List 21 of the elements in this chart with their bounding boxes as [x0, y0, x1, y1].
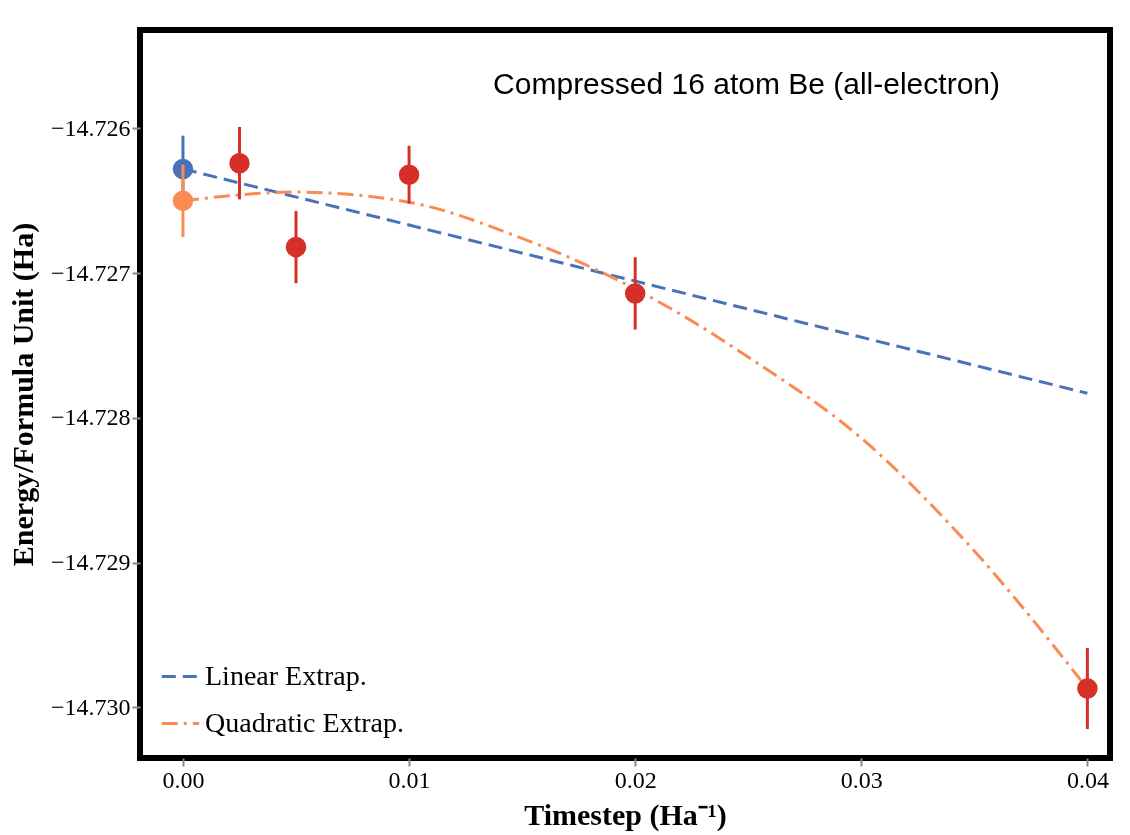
y-tick-label: −14.729 [50, 549, 131, 576]
x-axis-title: Timestep (Ha⁻¹) [524, 797, 727, 832]
x-tick-label: 0.01 [388, 766, 431, 793]
x-tick-label: 0.02 [614, 766, 657, 793]
y-tick-label: −14.727 [50, 259, 131, 286]
legend-label: Linear Extrap. [205, 659, 367, 691]
point [624, 283, 646, 304]
y-tick-label: −14.728 [50, 404, 131, 431]
annotation: Compressed 16 atom Be (all-electron) [493, 67, 1000, 100]
y-tick-label: −14.730 [50, 693, 131, 720]
y-axis-title: Energy/Formula Unit (Ha) [5, 222, 40, 567]
point [398, 164, 420, 185]
x-tick-label: 0.03 [840, 766, 883, 793]
point [285, 236, 307, 258]
point [172, 190, 194, 212]
x-tick-label: 0.04 [1066, 766, 1109, 793]
y-tick-label: −14.726 [50, 114, 131, 141]
legend-label: Quadratic Extrap. [205, 706, 405, 738]
x-tick-label: 0.00 [162, 766, 205, 793]
point [1077, 678, 1098, 699]
point [229, 152, 250, 174]
